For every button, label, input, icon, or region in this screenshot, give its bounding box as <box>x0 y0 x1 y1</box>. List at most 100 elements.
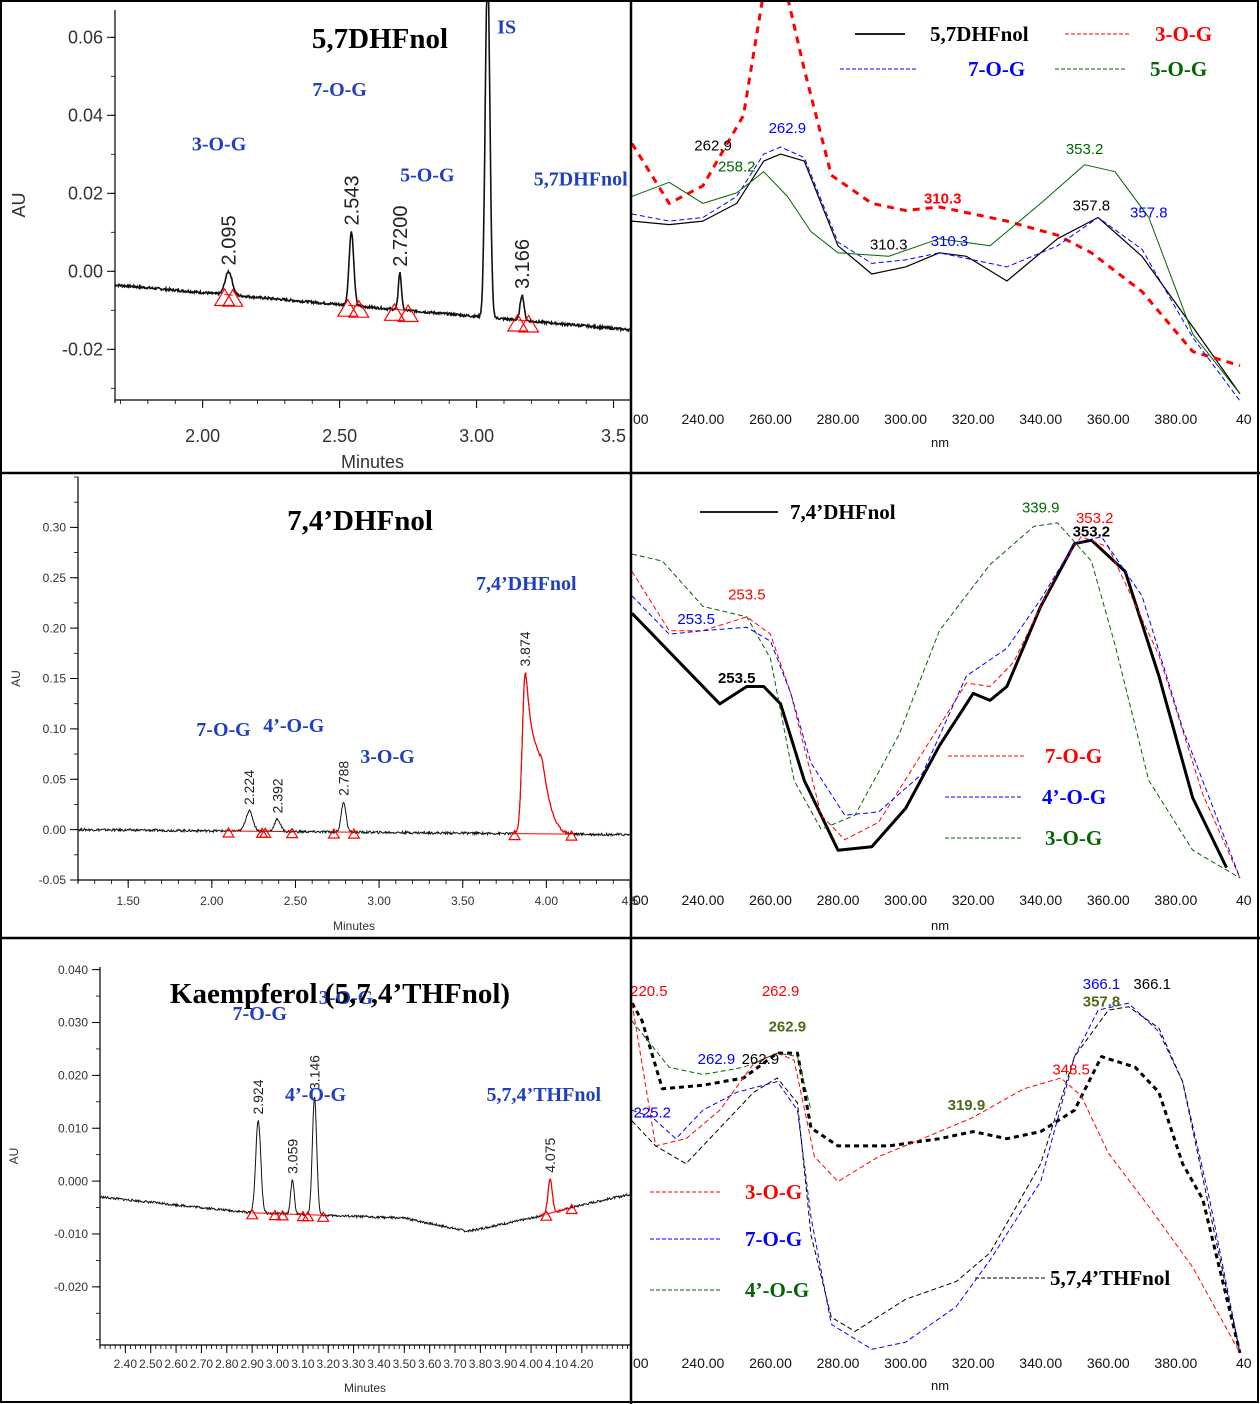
peak-wavelength-label: 310.3 <box>931 233 969 250</box>
x-tick-label: 320.00 <box>952 892 995 908</box>
spectrum-series-5-o-g <box>631 164 1241 395</box>
peak-wavelength-label: 310.3 <box>870 236 908 253</box>
spectrum-series-4-o-g <box>631 536 1241 879</box>
spectrum-series-unnamed <box>631 1006 1241 1354</box>
peak-wavelength-label: 353.2 <box>1076 510 1114 527</box>
y-tick-label: 0.20 <box>43 621 67 635</box>
x-tick-label: 00 <box>633 1355 649 1371</box>
retention-time-label: 3.166 <box>512 239 534 289</box>
x-tick-label: 3.60 <box>418 1357 442 1371</box>
retention-time-label: 2.095 <box>219 215 241 265</box>
spectrum-series-3-o-g <box>630 0 1241 368</box>
x-axis-label: nm <box>931 435 949 450</box>
x-tick-label: 320.00 <box>952 411 995 427</box>
x-tick-label: 380.00 <box>1154 1355 1197 1371</box>
peak-annotation-7-o-g: 7-O-G <box>196 719 251 741</box>
retention-time-label: 2.924 <box>250 1079 266 1114</box>
peak-annotation-5-7-4-thfnol: 5,7,4’THFnol <box>487 1084 602 1106</box>
retention-time-label: 2.224 <box>241 770 257 805</box>
peak-wavelength-label: 225.2 <box>633 1104 671 1121</box>
integration-marker <box>316 1211 330 1222</box>
y-tick-label: 0.00 <box>43 823 67 837</box>
legend-label-3-o-g: 3-O-G <box>745 1180 802 1204</box>
integration-marker <box>347 299 370 318</box>
y-tick-label: 0.010 <box>58 1121 88 1135</box>
retention-time-label: 2.7200 <box>390 206 412 267</box>
legend-label-3-o-g: 3-O-G <box>1045 826 1102 850</box>
y-tick-label: 0.04 <box>68 106 103 126</box>
x-tick-label: 3.80 <box>469 1357 493 1371</box>
peak-wavelength-label: 357.8 <box>1083 994 1121 1011</box>
spectrum-series-5-7dhfnol <box>631 153 1241 395</box>
peak-wavelength-label: 262.9 <box>742 1051 780 1068</box>
x-tick-label: 00 <box>633 892 649 908</box>
x-tick-label: 300.00 <box>884 411 927 427</box>
legend-label-4-o-g: 4’-O-G <box>1042 785 1106 809</box>
x-tick-label: 4.20 <box>570 1357 594 1371</box>
integration-marker <box>268 1209 282 1221</box>
peak-annotation-4-o-g: 4’-O-G <box>285 1084 347 1106</box>
uv-spectrum-panel-3: 00 240.00 260.00 280.00 300.00 320.00 340.00 36… <box>630 976 1252 1393</box>
retention-time-label: 3.874 <box>517 631 533 666</box>
x-axis-label: Minutes <box>341 452 404 472</box>
peak-wavelength-label: 262.9 <box>694 138 732 155</box>
y-axis-label: AU <box>7 1148 21 1165</box>
retention-time-label: 4.075 <box>542 1138 558 1173</box>
y-tick-label: 0.040 <box>58 963 88 977</box>
x-axis-label: Minutes <box>344 1381 386 1395</box>
peak-wavelength-label: 310.3 <box>924 190 962 207</box>
peak-annotation-4-o-g: 4’-O-G <box>263 715 325 737</box>
x-tick-label: 2.50 <box>322 426 357 446</box>
peak-wavelength-label: 348.5 <box>1052 1061 1090 1078</box>
x-tick-label: 240.00 <box>682 411 725 427</box>
x-tick-label: 3.00 <box>266 1357 290 1371</box>
integration-marker <box>213 287 236 307</box>
x-axis-label: nm <box>931 918 949 933</box>
x-tick-label: 380.00 <box>1154 411 1197 427</box>
x-tick-label: 3.40 <box>367 1357 391 1371</box>
legend-label-7-4-dhfnol: 7,4’DHFnol <box>790 500 896 524</box>
chromatogram-title: Kaempferol (5,7,4’THFnol) <box>170 978 510 1010</box>
x-tick-label: 3.20 <box>317 1357 341 1371</box>
integration-marker <box>565 829 578 841</box>
x-tick-label: 340.00 <box>1019 892 1062 908</box>
x-tick-label: 340.00 <box>1019 1355 1062 1371</box>
integration-marker <box>506 313 529 332</box>
legend-label-7-o-g: 7-O-G <box>1045 744 1102 768</box>
peak-annotation-7-o-g: 7-O-G <box>233 1003 288 1025</box>
peak-wavelength-label: 319.9 <box>948 1097 986 1114</box>
peak-wavelength-label: 366.1 <box>1083 976 1121 993</box>
y-tick-label: 0.25 <box>43 571 67 585</box>
chromatogram-panel-1: 0.06 0.04 0.02 0.00 -0.02 2.00 2.50 3.00 3.5 Minu… <box>9 0 631 472</box>
x-tick-label: 2.00 <box>185 426 220 446</box>
y-tick-label: 0.02 <box>68 184 103 204</box>
spectrum-series-7-o-g <box>631 1002 1241 1353</box>
integration-marker <box>327 827 341 839</box>
legend-label-4-o-g: 4’-O-G <box>745 1278 809 1302</box>
integration-marker <box>245 1208 259 1220</box>
integration-marker <box>539 1210 553 1221</box>
integration-baseline <box>517 319 529 322</box>
integration-baseline <box>546 1207 572 1215</box>
x-tick-label: 280.00 <box>817 1355 860 1371</box>
retention-time-label: 2.543 <box>341 175 363 225</box>
y-tick-label: 0.000 <box>58 1174 88 1188</box>
peak-wavelength-label: 253.5 <box>718 670 756 687</box>
retention-time-label: 2.392 <box>269 778 285 813</box>
chromatogram-panel-2: 0.30 0.25 0.20 0.15 0.10 0.05 0.00 -0.05 1.50 2.0… <box>9 476 639 933</box>
peak-annotation-7-4-dhfnol: 7,4’DHFnol <box>476 573 577 595</box>
integration-baseline <box>307 1214 324 1216</box>
peak-wavelength-label: 366.1 <box>1133 976 1171 993</box>
x-tick-label: 260.00 <box>749 411 792 427</box>
peak-wavelength-label: 353.2 <box>1066 141 1104 158</box>
integration-marker <box>221 288 244 307</box>
integration-baseline <box>394 308 409 311</box>
integration-baseline <box>514 833 572 835</box>
peak-wavelength-label: 357.8 <box>1073 197 1111 214</box>
x-tick-label: 4.10 <box>545 1357 569 1371</box>
y-tick-label: 0.06 <box>68 28 103 48</box>
x-tick-label: 300.00 <box>884 1355 927 1371</box>
x-tick-label: 2.40 <box>114 1357 138 1371</box>
chromatogram-panel-3: 0.040 0.030 0.020 0.010 0.000 -0.010 -0.020 2.4… <box>7 963 631 1395</box>
x-tick-label: 3.50 <box>451 894 475 908</box>
